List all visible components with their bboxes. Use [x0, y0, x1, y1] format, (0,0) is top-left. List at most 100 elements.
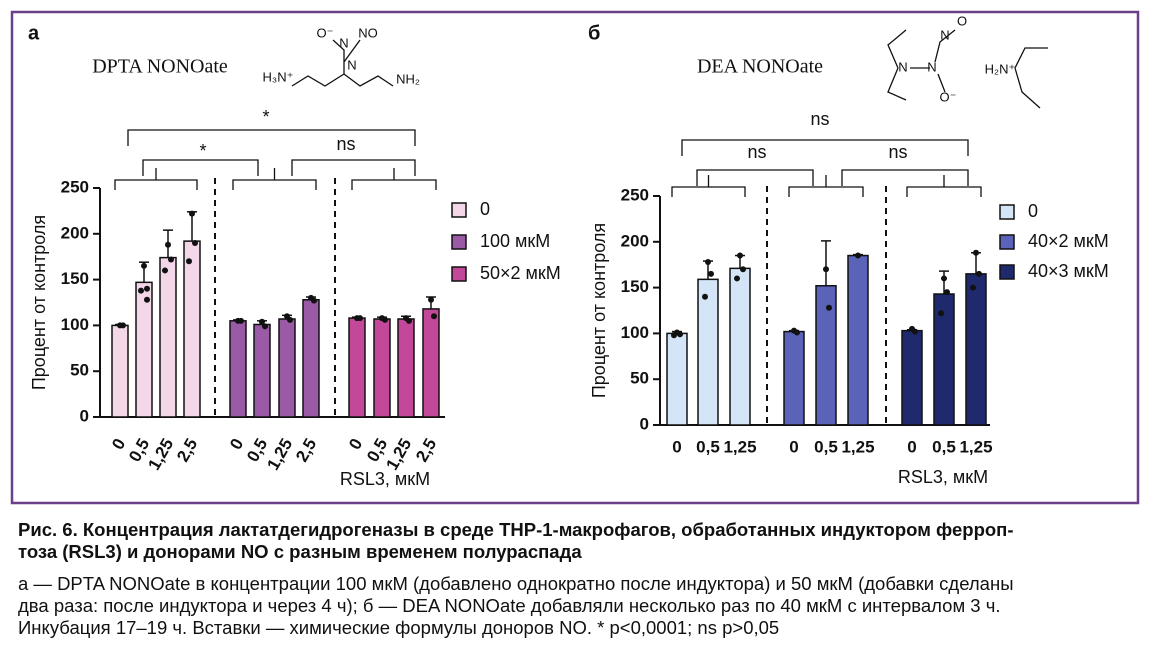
bar [901, 329, 923, 426]
significance-bracket [142, 159, 259, 176]
bar [159, 256, 177, 418]
data-point [428, 296, 434, 303]
formula-atom: N [940, 27, 949, 42]
data-point [970, 284, 976, 291]
data-point [382, 316, 388, 323]
bar [253, 323, 271, 418]
bar [815, 285, 837, 426]
legend-swatch [999, 234, 1015, 250]
bar [397, 318, 415, 418]
caption-text: а — DPTA NONOate в концентрации 100 мкМ … [18, 573, 1014, 639]
y-tick-label: 100 [61, 315, 89, 334]
legend-swatch [451, 266, 467, 282]
data-point [944, 289, 950, 296]
x-axis-label: RSL3, мкМ [340, 469, 430, 489]
bar [729, 267, 751, 426]
caption-line: Инкубация 17–19 ч. Вставки — химические … [18, 617, 780, 638]
group-bracket [351, 168, 437, 190]
y-axis-label: Процент от контроля [589, 223, 609, 398]
x-tick-label: 0,5 [696, 437, 720, 456]
panel-label: а [28, 22, 40, 44]
data-point [705, 258, 711, 265]
data-point [823, 266, 829, 273]
data-point [162, 267, 168, 274]
caption-title-line: тоза (RSL3) и донорами NO с разным време… [18, 541, 582, 562]
x-tick-label: 0 [672, 437, 681, 456]
significance-bracket [291, 159, 416, 176]
data-point [165, 241, 171, 248]
x-tick-label: 2,5 [292, 435, 320, 465]
legend-label: 100 мкМ [480, 231, 550, 251]
data-point [734, 275, 740, 282]
data-point [941, 275, 947, 282]
y-tick-label: 200 [61, 223, 89, 242]
significance-label: ns [888, 142, 907, 162]
data-point [794, 329, 800, 336]
legend-label: 0 [480, 199, 490, 219]
significance-bracket [681, 139, 969, 156]
legend-swatch [451, 202, 467, 218]
panel-label: б [588, 22, 600, 44]
data-point [138, 287, 144, 294]
significance-label: * [199, 141, 206, 161]
compound-name: DEA NONOate [697, 56, 823, 78]
data-point [192, 239, 198, 246]
y-tick-label: 100 [621, 323, 649, 342]
bar [422, 308, 440, 418]
group-bracket [671, 175, 746, 197]
significance-label: * [262, 107, 269, 127]
bar [666, 332, 688, 426]
x-tick-label: 1,25 [959, 437, 992, 456]
data-point [671, 332, 677, 339]
y-tick-label: 0 [640, 414, 649, 433]
data-point [262, 323, 268, 330]
bar [348, 317, 366, 418]
data-point [912, 328, 918, 335]
x-tick-label: 1,25 [382, 435, 415, 473]
data-point [431, 313, 437, 320]
formula-atom: N [339, 35, 348, 50]
x-tick-label: 2,5 [173, 435, 201, 465]
formula-atom: NO [358, 25, 378, 40]
formula-atom: O [957, 13, 967, 28]
formula-a [291, 39, 394, 87]
x-tick-label: 1,25 [144, 435, 177, 473]
frame [10, 10, 1140, 505]
bar [229, 320, 247, 418]
caption-title-line: Рис. 6. Концентрация лактатдегидрогеназы… [18, 519, 1014, 540]
formula-atom: H₃N⁺ [263, 69, 294, 84]
data-point [144, 296, 150, 303]
formula-atom: O⁻ [317, 25, 334, 40]
bar [847, 254, 869, 426]
bar [278, 318, 296, 418]
bar [783, 330, 805, 426]
y-tick-label: 50 [70, 361, 89, 380]
formula-atom: N [347, 57, 356, 72]
legend-swatch [999, 264, 1015, 280]
x-tick-label: 1,25 [263, 435, 296, 473]
y-tick-label: 150 [621, 277, 649, 296]
significance-label: ns [747, 142, 766, 162]
data-point [826, 304, 832, 311]
data-point [238, 317, 244, 324]
bar [135, 281, 153, 418]
data-point [287, 316, 293, 323]
data-point [702, 293, 708, 300]
data-point [186, 258, 192, 265]
data-point [259, 318, 265, 325]
significance-bracket [841, 169, 969, 186]
legend-swatch [451, 234, 467, 250]
y-tick-label: 0 [80, 406, 89, 425]
data-point [973, 249, 979, 256]
bar [111, 324, 129, 418]
data-point [120, 322, 126, 329]
bar [697, 278, 719, 426]
y-tick-label: 250 [621, 185, 649, 204]
data-point [740, 266, 746, 273]
group-bracket [114, 168, 198, 190]
bar [965, 273, 987, 426]
legend-label: 50×2 мкМ [480, 263, 561, 283]
bar [302, 299, 320, 418]
data-point [938, 310, 944, 317]
